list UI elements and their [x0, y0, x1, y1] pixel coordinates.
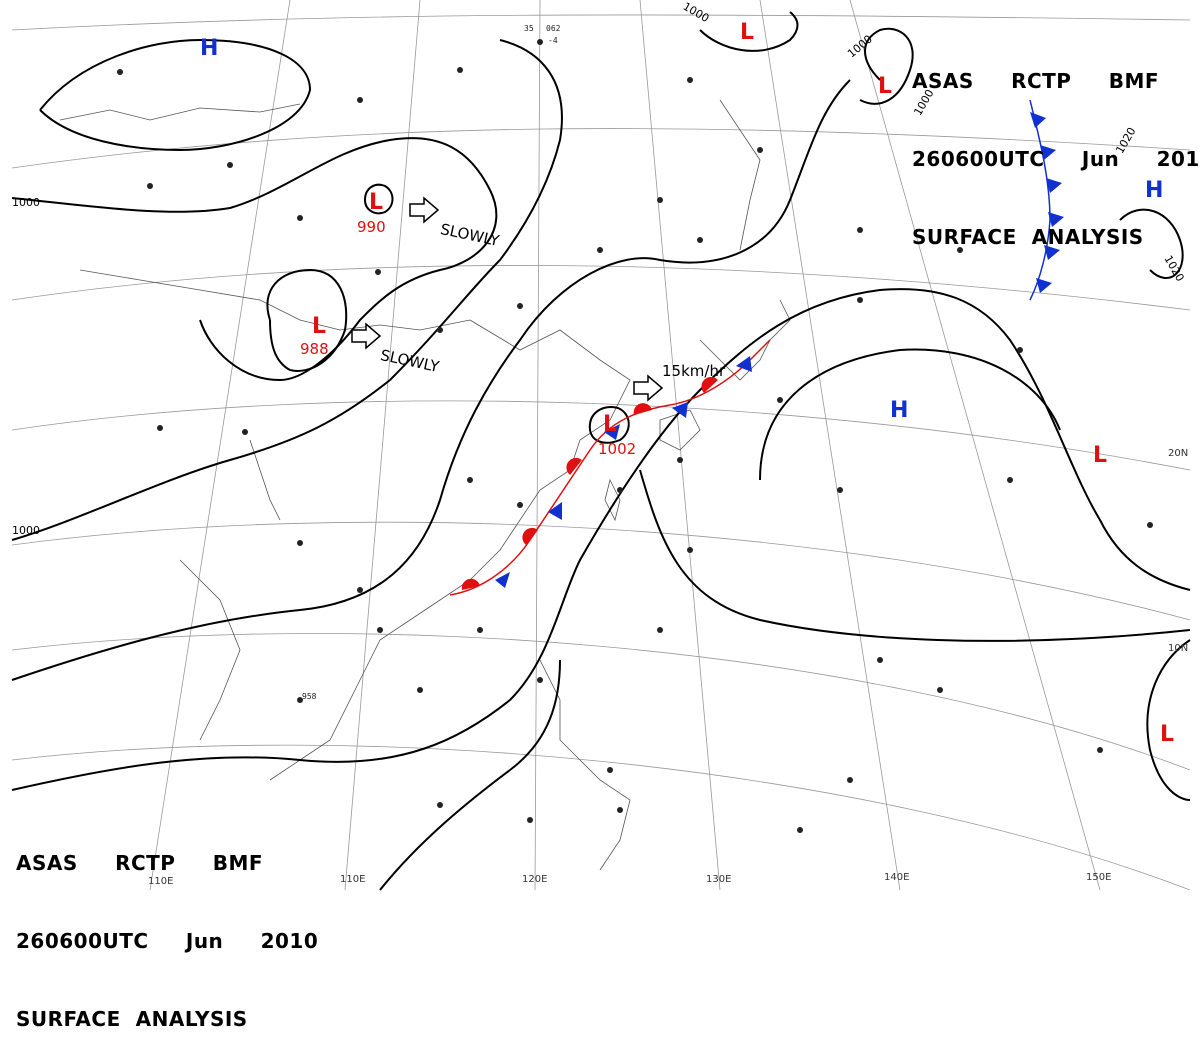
station-reading: 062 — [546, 24, 561, 33]
low-pressure-value: 1002 — [598, 440, 637, 458]
motion-arrows — [351, 196, 664, 402]
motion-label: 15km/hr — [662, 362, 726, 380]
title-line-1: ASAS RCTP BMF — [16, 851, 264, 875]
low-pressure-center: L — [1093, 443, 1108, 468]
isobar-label: 1000 — [12, 524, 40, 537]
longitude-label: 120E — [522, 874, 548, 885]
low-pressure-center: L — [740, 20, 755, 45]
longitude-label: 150E — [1086, 872, 1112, 883]
weather-map — [11, 0, 1191, 891]
longitude-label: 110E — [148, 876, 174, 887]
title-block-bottom-left: ASAS RCTP BMF 260600UTC Jun 2010 SURFACE… — [16, 798, 318, 1058]
longitude-label: 110E — [340, 874, 366, 885]
low-pressure-center: L — [369, 190, 384, 215]
station-markers — [117, 39, 1153, 833]
cold-front-east — [1029, 99, 1064, 301]
title-block-top-right: ASAS RCTP BMF 260600UTC Jun 2010 SURFACE… — [912, 16, 1200, 276]
isobar-label: 1000 — [12, 196, 40, 209]
title-line-1: ASAS RCTP BMF — [912, 69, 1160, 93]
longitude-label: 130E — [706, 874, 732, 885]
title-line-2: 260600UTC Jun 2010 — [912, 147, 1200, 171]
high-pressure-center: H — [1145, 178, 1164, 203]
station-reading: 35 — [524, 24, 534, 33]
high-pressure-center: H — [200, 36, 219, 61]
latitude-label: 20N — [1168, 448, 1189, 459]
low-pressure-center: L — [603, 412, 618, 437]
low-pressure-center: L — [312, 314, 327, 339]
low-pressure-center: L — [878, 74, 893, 99]
title-line-3: SURFACE ANALYSIS — [16, 1007, 248, 1031]
low-pressure-value: 990 — [357, 218, 386, 236]
stationary-front — [449, 339, 771, 596]
coastlines — [59, 99, 791, 871]
high-pressure-center: H — [890, 398, 909, 423]
title-line-2: 260600UTC Jun 2010 — [16, 929, 319, 953]
longitude-label: 140E — [884, 872, 910, 883]
low-pressure-value: 988 — [300, 340, 329, 358]
low-pressure-center: L — [1160, 722, 1175, 747]
title-line-3: SURFACE ANALYSIS — [912, 225, 1144, 249]
station-reading: -4 — [548, 36, 558, 45]
latitude-label: 10N — [1168, 643, 1189, 654]
station-reading: 958 — [302, 692, 317, 701]
